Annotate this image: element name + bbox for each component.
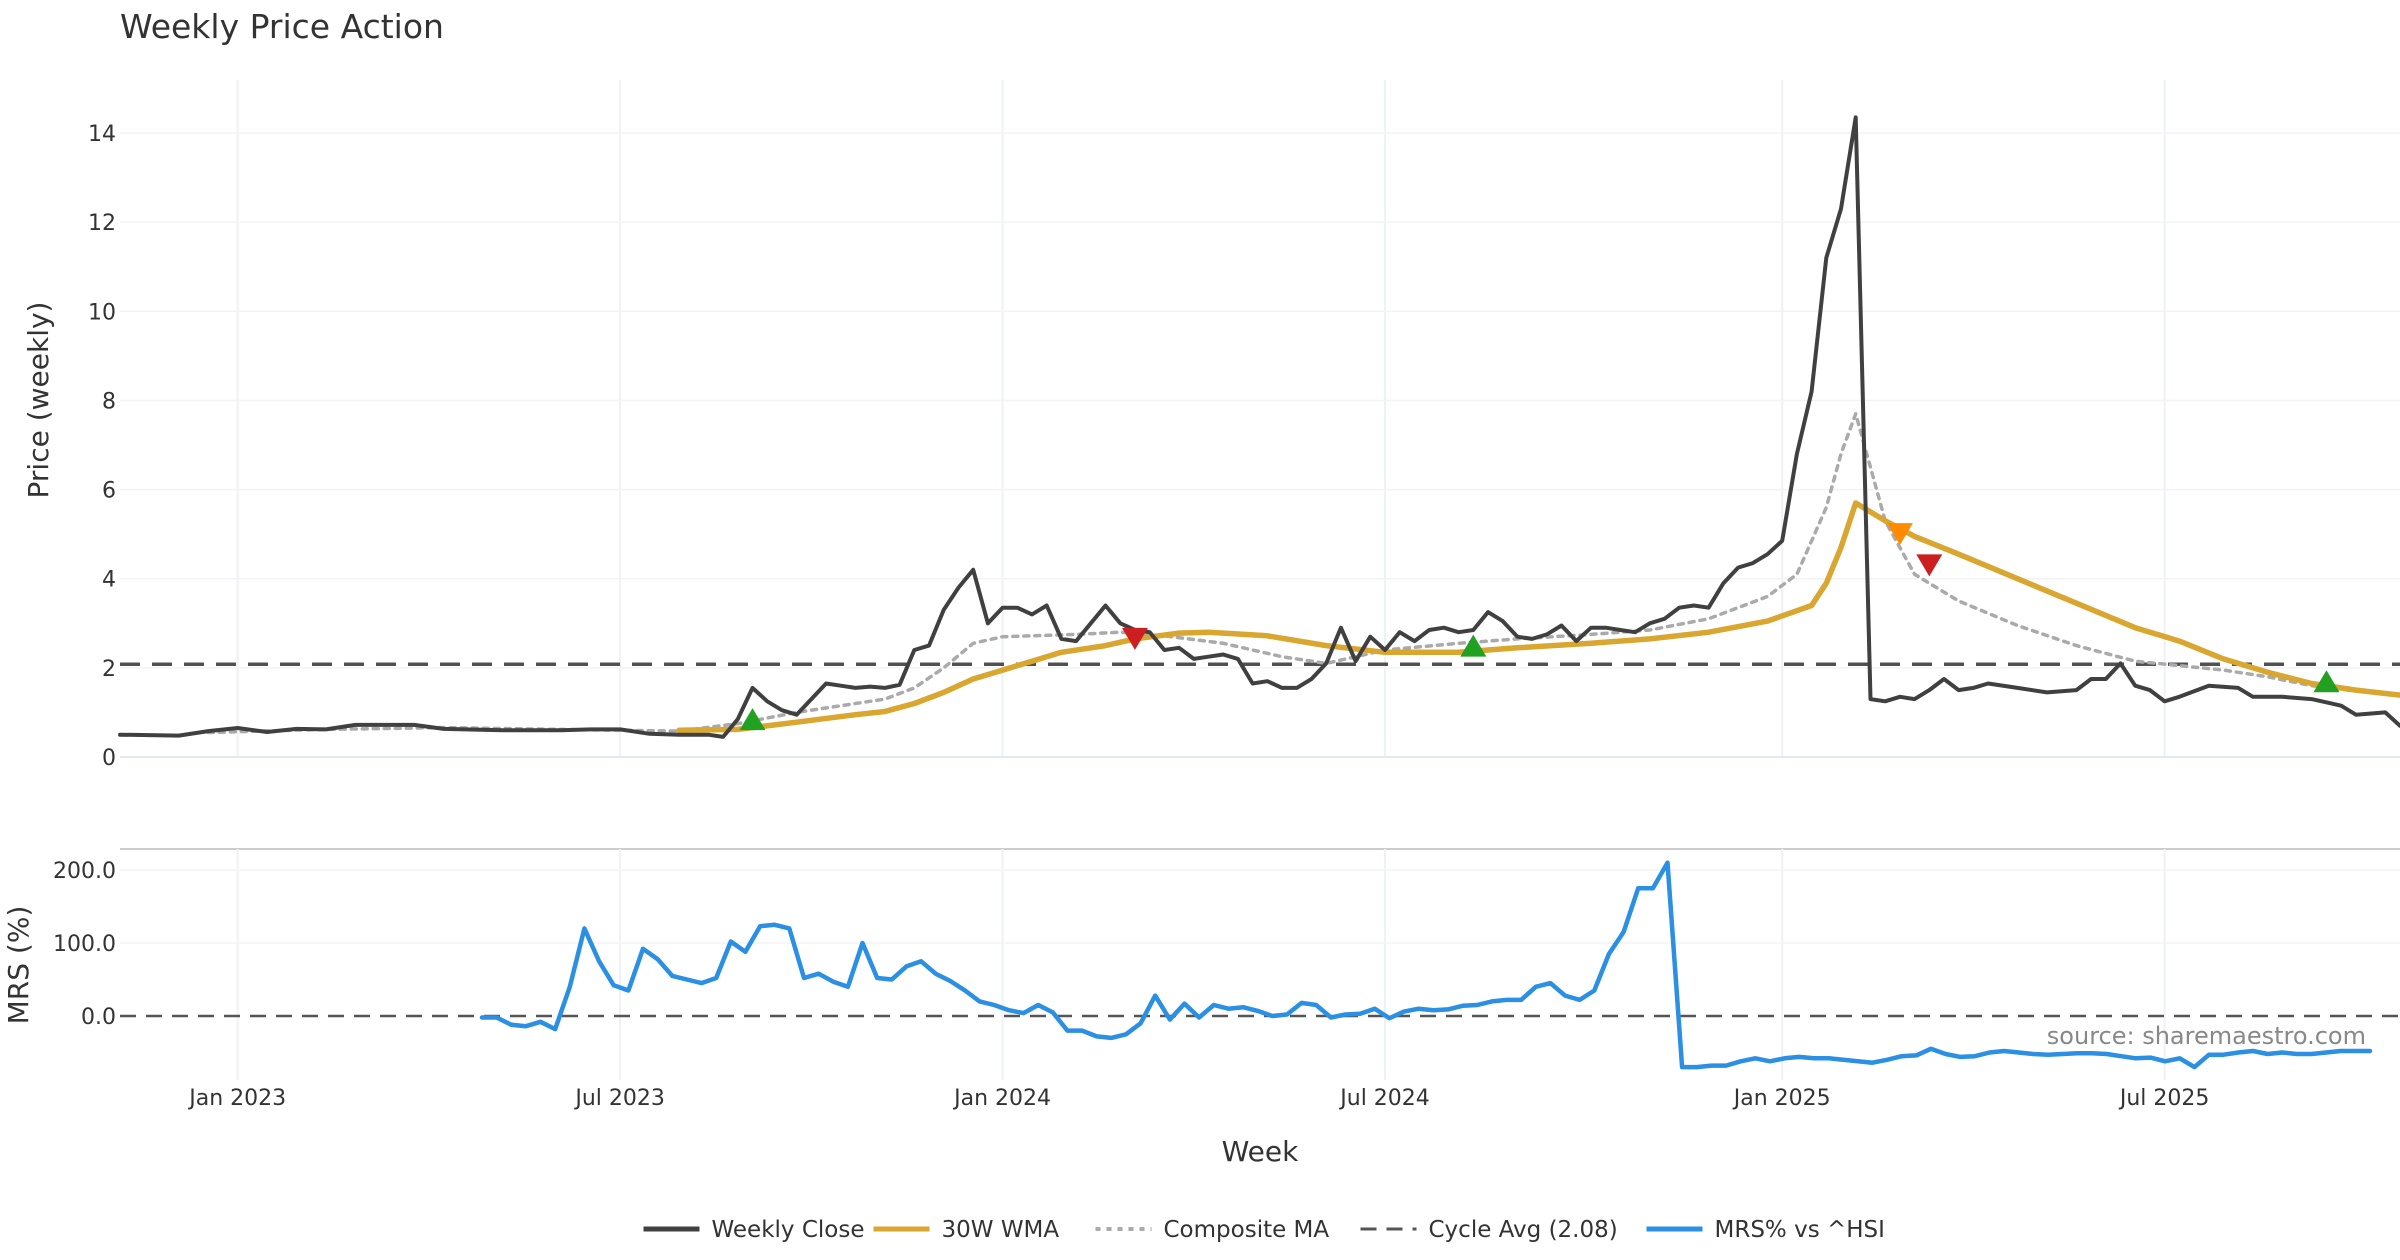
source-note: source: sharemaestro.com bbox=[2047, 1022, 2366, 1050]
composite-ma-line bbox=[206, 412, 2400, 735]
price-y-tick-label: 12 bbox=[88, 211, 116, 236]
price-y-tick-label: 10 bbox=[88, 300, 116, 325]
x-tick-label: Jul 2023 bbox=[573, 1086, 665, 1111]
weekly-close-line bbox=[118, 115, 2400, 739]
x-tick-label: Jan 2024 bbox=[952, 1086, 1051, 1111]
legend-label: Cycle Avg (2.08) bbox=[1429, 1217, 1618, 1243]
price-y-ticks: 0 2 4 6 8 10 12 14 bbox=[88, 122, 116, 771]
price-grid bbox=[120, 80, 2400, 758]
buy-signal-marker bbox=[2313, 670, 2340, 693]
price-series bbox=[118, 115, 2400, 739]
legend-label: 30W WMA bbox=[942, 1217, 1060, 1243]
mrs-grid bbox=[120, 849, 2400, 1080]
x-tick-label: Jul 2024 bbox=[1338, 1086, 1430, 1111]
mrs-y-ticks: 0.0 100.0 200.0 bbox=[53, 859, 116, 1030]
chart-title: Weekly Price Action bbox=[120, 7, 444, 46]
mrs-y-tick-label: 0.0 bbox=[81, 1005, 116, 1030]
mrs-y-axis-label: MRS (%) bbox=[2, 906, 35, 1025]
price-y-tick-label: 4 bbox=[102, 568, 116, 593]
wma-30w-line bbox=[676, 500, 2400, 734]
buy-signal-marker bbox=[739, 708, 766, 731]
price-y-tick-label: 6 bbox=[102, 479, 116, 504]
price-y-tick-label: 2 bbox=[102, 657, 116, 682]
mrs-line bbox=[479, 860, 2373, 1070]
legend-item: Cycle Avg (2.08) bbox=[1360, 1217, 1618, 1243]
sell-signal-marker bbox=[1886, 523, 1913, 546]
x-tick-label: Jan 2023 bbox=[187, 1086, 286, 1111]
legend: Weekly Close 30W WMA Composite MA Cycle Avg… bbox=[643, 1217, 1885, 1243]
mrs-series bbox=[479, 860, 2373, 1070]
price-y-tick-label: 8 bbox=[102, 389, 116, 414]
price-y-axis-label: Price (weekly) bbox=[22, 302, 55, 499]
mrs-y-tick-label: 200.0 bbox=[53, 859, 116, 884]
x-axis-label: Week bbox=[1222, 1135, 1299, 1168]
legend-label: Weekly Close bbox=[712, 1217, 865, 1243]
legend-item: 30W WMA bbox=[873, 1217, 1060, 1243]
buy-signal-marker bbox=[1460, 634, 1487, 657]
mrs-y-tick-label: 100.0 bbox=[53, 932, 116, 957]
legend-label: Composite MA bbox=[1164, 1217, 1330, 1243]
x-axis-ticks: Jan 2023 Jul 2023 Jan 2024 Jul 2024 Jan 2025… bbox=[187, 1086, 2209, 1111]
x-tick-label: Jul 2025 bbox=[2118, 1086, 2210, 1111]
legend-item: MRS% vs ^HSI bbox=[1646, 1217, 1885, 1243]
legend-item: Composite MA bbox=[1095, 1217, 1330, 1243]
x-tick-label: Jan 2025 bbox=[1732, 1086, 1831, 1111]
legend-item: Weekly Close bbox=[643, 1217, 865, 1243]
signal-markers bbox=[739, 523, 2340, 731]
sell-signal-marker bbox=[1916, 554, 1943, 577]
price-y-tick-label: 0 bbox=[102, 746, 116, 771]
sell-signal-marker bbox=[1121, 627, 1148, 650]
price-y-tick-label: 14 bbox=[88, 122, 116, 147]
legend-label: MRS% vs ^HSI bbox=[1715, 1217, 1885, 1243]
